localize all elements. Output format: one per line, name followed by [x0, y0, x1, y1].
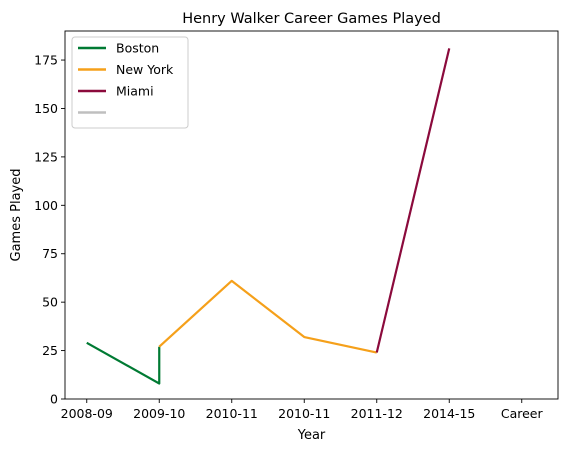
- y-tick-label: 25: [42, 343, 58, 358]
- y-tick-label: 100: [34, 198, 58, 213]
- x-tick-label: 2014-15: [423, 406, 475, 421]
- x-tick-label: 2009-10: [133, 406, 185, 421]
- series-line-miami: [375, 48, 451, 353]
- series-line-boston: [86, 341, 161, 385]
- legend: Boston New York Miami: [71, 36, 189, 129]
- x-tick-label: 2008-09: [61, 406, 113, 421]
- y-tick-label: 0: [50, 392, 58, 407]
- chart-title: Henry Walker Career Games Played: [182, 11, 441, 27]
- x-tick-label: 2010-11: [206, 406, 258, 421]
- y-tick-label: 50: [42, 295, 58, 310]
- legend-label: New York: [116, 62, 174, 77]
- series-line-new-york: [158, 279, 377, 354]
- y-tick-label: 150: [34, 101, 58, 116]
- legend-label: Boston: [116, 41, 159, 56]
- y-tick-label: 175: [34, 53, 58, 68]
- x-axis: 2008-09 2009-10 2010-11 2010-11 2011-12 2014-…: [61, 399, 544, 421]
- series-layer: [86, 48, 451, 385]
- x-axis-label: Year: [297, 428, 326, 443]
- y-axis-label: Games Played: [9, 169, 24, 262]
- y-tick-label: 125: [34, 149, 58, 164]
- legend-label: Miami: [116, 84, 154, 99]
- plot-area: [64, 30, 559, 400]
- x-tick-label: Career: [501, 406, 544, 421]
- legend-box: [71, 36, 189, 129]
- plot-frame: [64, 30, 559, 400]
- x-tick-label: 2011-12: [351, 406, 403, 421]
- y-tick-label: 75: [42, 246, 58, 261]
- y-axis: 0 25 50 75 100 125 150 175: [34, 53, 65, 407]
- x-tick-label: 2010-11: [278, 406, 330, 421]
